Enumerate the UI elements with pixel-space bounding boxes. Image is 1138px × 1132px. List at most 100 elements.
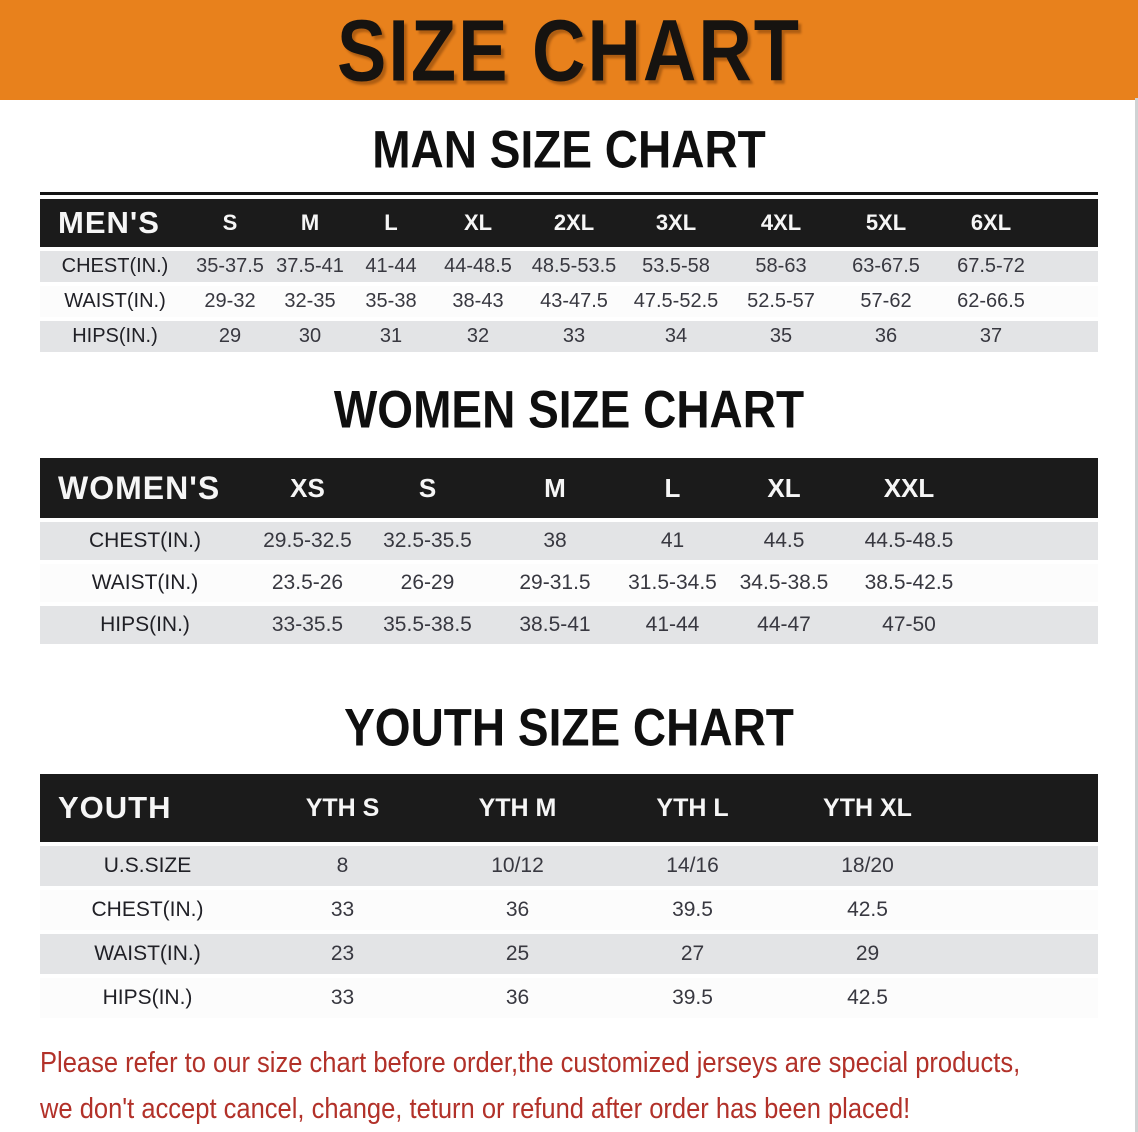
size-value-cell: 38.5-41: [519, 613, 591, 636]
youth-size-column-header: YTH M: [478, 793, 557, 822]
spacer-cell: [955, 846, 1098, 886]
size-value-cell: 18/20: [841, 854, 894, 877]
banner-title: SIZE CHART: [337, 1, 801, 99]
size-value-cell: 29-32: [204, 290, 256, 312]
size-value-cell: 29-31.5: [519, 571, 591, 594]
men-size-column-header: 4XL: [760, 210, 802, 235]
size-value-cell: 38-43: [452, 290, 504, 312]
spacer-cell: [1044, 286, 1098, 317]
men-size-column-header: M: [300, 210, 320, 235]
youth-section-heading-text: YOUTH SIZE CHART: [344, 697, 794, 757]
size-value-cell: 57-62: [860, 290, 912, 312]
men-size-column-header: 3XL: [655, 210, 697, 235]
size-value-cell: 41: [660, 529, 685, 552]
women-size-column-header: L: [664, 472, 681, 503]
spacer-cell: [1044, 251, 1098, 282]
size-value-cell: 29.5-32.5: [263, 529, 352, 552]
men-section-heading-text: MAN SIZE CHART: [372, 119, 766, 179]
size-value-cell: 44.5-48.5: [864, 529, 954, 552]
size-value-cell: 42.5: [847, 898, 888, 921]
women-size-table: WOMEN'S XS S M L XL XXL CHEST(IN.) 29.5-32.5 3…: [40, 454, 1098, 648]
spacer-cell: [975, 458, 1098, 518]
men-row-chest: CHEST(IN.) 35-37.5 37.5-41 41-44 44-48.5 48.…: [40, 251, 1098, 282]
row-label: CHEST(IN.): [89, 529, 201, 552]
youth-size-table: YOUTH YTH S YTH M YTH L YTH XL U.S.SIZE 8 10…: [40, 770, 1098, 1022]
size-value-cell: 29: [218, 325, 242, 347]
women-row-chest: CHEST(IN.) 29.5-32.5 32.5-35.5 38 41 44.5 44.…: [40, 522, 1098, 560]
disclaimer-line-1: Please refer to our size chart before or…: [40, 1047, 1021, 1079]
size-value-cell: 10/12: [491, 854, 544, 877]
row-label: HIPS(IN.): [72, 325, 158, 347]
size-value-cell: 39.5: [672, 986, 713, 1009]
size-value-cell: 33: [562, 325, 586, 347]
men-size-column-header: XL: [463, 210, 493, 235]
size-value-cell: 39.5: [672, 898, 713, 921]
size-value-cell: 33-35.5: [271, 613, 344, 636]
row-label: CHEST(IN.): [61, 255, 169, 277]
size-value-cell: 33: [330, 986, 355, 1009]
youth-row-chest: CHEST(IN.) 33 36 39.5 42.5: [40, 890, 1098, 930]
size-value-cell: 34: [664, 325, 688, 347]
size-value-cell: 30: [298, 325, 322, 347]
youth-size-column-header: YTH S: [305, 793, 380, 822]
women-size-column-header: XS: [290, 472, 325, 503]
men-row-hips: HIPS(IN.) 29 30 31 32 33 34 35 36 37: [40, 321, 1098, 352]
size-value-cell: 27: [680, 942, 705, 965]
row-label: HIPS(IN.): [102, 986, 193, 1009]
row-label: HIPS(IN.): [100, 613, 190, 636]
women-corner-label: WOMEN'S: [58, 469, 221, 506]
size-value-cell: 29: [855, 942, 880, 965]
women-size-column-header: XXL: [883, 472, 935, 503]
spacer-cell: [955, 774, 1098, 842]
size-value-cell: 23.5-26: [271, 571, 344, 594]
youth-size-column-header: YTH XL: [823, 793, 912, 822]
size-value-cell: 23: [330, 942, 355, 965]
row-label: U.S.SIZE: [103, 854, 192, 877]
women-header-row: WOMEN'S XS S M L XL XXL: [40, 458, 1098, 518]
spacer-cell: [975, 522, 1098, 560]
row-label: WAIST(IN.): [64, 290, 166, 312]
size-value-cell: 32-35: [284, 290, 336, 312]
right-edge-scan-line: [1135, 98, 1138, 1132]
size-value-cell: 53.5-58: [642, 255, 710, 277]
size-value-cell: 36: [505, 986, 530, 1009]
size-value-cell: 35.5-38.5: [383, 613, 472, 636]
spacer-cell: [975, 606, 1098, 644]
size-value-cell: 35-38: [365, 290, 417, 312]
youth-row-waist: WAIST(IN.) 23 25 27 29: [40, 934, 1098, 974]
size-value-cell: 43-47.5: [540, 290, 608, 312]
disclaimer-line-2: we don't accept cancel, change, teturn o…: [40, 1093, 911, 1125]
men-size-column-header: S: [222, 210, 238, 235]
row-label: CHEST(IN.): [91, 898, 204, 921]
size-value-cell: 62-66.5: [957, 290, 1025, 312]
size-value-cell: 47-50: [882, 613, 936, 636]
men-corner-label: MEN'S: [58, 205, 160, 240]
men-header-row: MEN'S S M L XL 2XL 3XL 4XL 5XL 6XL: [40, 199, 1098, 247]
youth-corner-label: YOUTH: [58, 790, 172, 825]
women-size-column-header: S: [418, 472, 437, 503]
size-value-cell: 31.5-34.5: [628, 571, 717, 594]
youth-row-us-size: U.S.SIZE 8 10/12 14/16 18/20: [40, 846, 1098, 886]
youth-size-column-header: YTH L: [656, 793, 729, 822]
men-row-waist: WAIST(IN.) 29-32 32-35 35-38 38-43 43-47.5 47…: [40, 286, 1098, 317]
size-value-cell: 38.5-42.5: [864, 571, 954, 594]
size-value-cell: 35-37.5: [196, 255, 264, 277]
size-value-cell: 34.5-38.5: [739, 571, 829, 594]
disclaimer-text: Please refer to our size chart before or…: [40, 1040, 1138, 1132]
row-label: WAIST(IN.): [94, 942, 201, 965]
men-size-column-header: 5XL: [865, 210, 907, 235]
spacer-cell: [955, 978, 1098, 1018]
youth-header-row: YOUTH YTH S YTH M YTH L YTH XL: [40, 774, 1098, 842]
youth-section-heading: YOUTH SIZE CHART: [0, 697, 1138, 757]
size-value-cell: 67.5-72: [957, 255, 1025, 277]
size-value-cell: 48.5-53.5: [531, 255, 617, 277]
size-value-cell: 52.5-57: [747, 290, 815, 312]
size-value-cell: 36: [505, 898, 530, 921]
women-section-heading: WOMEN SIZE CHART: [0, 379, 1138, 439]
size-value-cell: 33: [330, 898, 355, 921]
size-value-cell: 38: [543, 529, 567, 552]
size-value-cell: 44.5: [763, 529, 805, 552]
men-size-table: MEN'S S M L XL 2XL 3XL 4XL 5XL 6XL CHEST(IN.) 35…: [40, 195, 1098, 356]
size-value-cell: 47.5-52.5: [633, 290, 719, 312]
size-value-cell: 14/16: [666, 854, 719, 877]
